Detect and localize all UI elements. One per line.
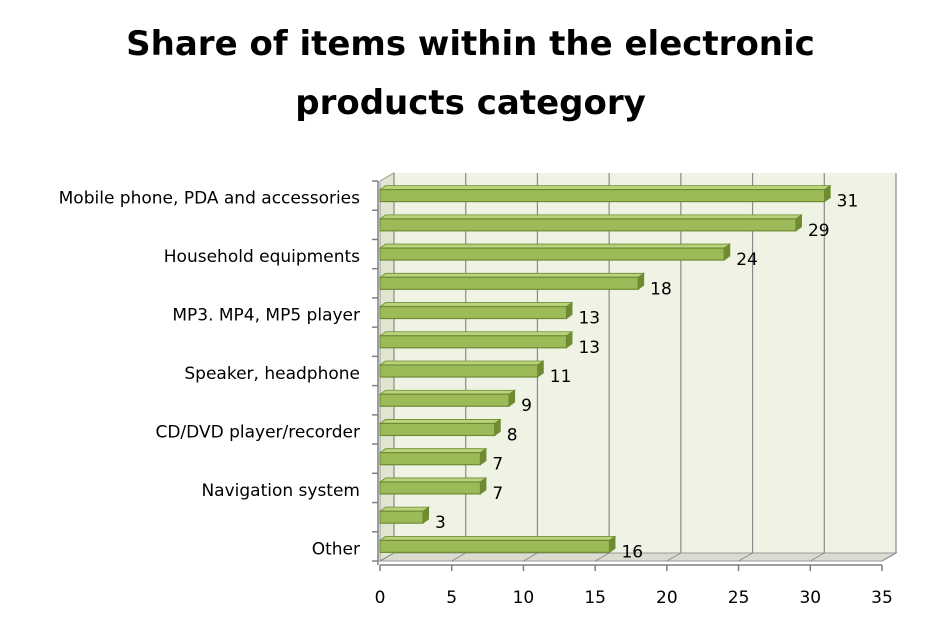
bar-front bbox=[379, 539, 611, 553]
category-label: Speaker, headphone bbox=[184, 364, 360, 384]
bar-end bbox=[609, 535, 616, 554]
data-label: 3 bbox=[435, 513, 446, 533]
bar-top bbox=[378, 331, 574, 337]
bar-front bbox=[379, 247, 725, 261]
bar-end bbox=[566, 330, 573, 349]
bar-front bbox=[379, 305, 568, 320]
gridline-floor bbox=[451, 552, 466, 562]
gridline-floor bbox=[666, 552, 682, 562]
category-label: Other bbox=[312, 539, 360, 559]
gridline-floor bbox=[810, 552, 825, 562]
data-label: 29 bbox=[808, 221, 830, 241]
category-label: Mobile phone, PDA and accessories bbox=[59, 189, 360, 209]
bar-end bbox=[795, 214, 802, 232]
bar bbox=[378, 447, 488, 466]
bar bbox=[378, 184, 832, 203]
bar-front bbox=[379, 364, 539, 378]
chart-title-line-2: products category bbox=[295, 83, 646, 123]
bar-end bbox=[566, 301, 573, 320]
data-label: 8 bbox=[507, 425, 518, 445]
bar-end bbox=[637, 272, 645, 291]
bar bbox=[378, 330, 574, 349]
x-tick-label: 0 bbox=[375, 588, 386, 608]
category-label: MP3. MP4, MP5 player bbox=[172, 306, 360, 326]
x-tick-label: 15 bbox=[584, 588, 606, 608]
bar bbox=[378, 389, 516, 408]
bar-front bbox=[379, 481, 482, 495]
bar-front bbox=[379, 189, 826, 203]
data-label: 13 bbox=[578, 309, 600, 329]
x-tick-label: 35 bbox=[871, 588, 893, 608]
x-tick-label: 25 bbox=[728, 588, 750, 608]
bar-top bbox=[378, 272, 646, 278]
x-tick-label: 30 bbox=[799, 588, 821, 608]
bar bbox=[378, 360, 545, 378]
bar bbox=[378, 301, 574, 320]
bar-top bbox=[378, 448, 488, 454]
bar bbox=[378, 272, 646, 291]
bar-top bbox=[378, 214, 803, 220]
bar-top bbox=[378, 477, 488, 483]
bar bbox=[378, 214, 803, 232]
bar-top bbox=[378, 389, 516, 395]
bar bbox=[378, 418, 502, 437]
chart-title-line-1: Share of items within the electronic bbox=[126, 24, 815, 64]
bar-front bbox=[379, 510, 424, 524]
gridline-floor bbox=[881, 552, 897, 562]
bar-top bbox=[378, 419, 502, 424]
bar-front bbox=[379, 422, 496, 437]
bar-end bbox=[479, 447, 487, 466]
category-label: Navigation system bbox=[201, 481, 360, 501]
bar-end bbox=[537, 360, 544, 378]
bar bbox=[378, 477, 488, 495]
bar-end bbox=[508, 389, 516, 408]
gridline-floor bbox=[738, 552, 753, 562]
data-label: 7 bbox=[492, 455, 503, 475]
bar-end bbox=[422, 506, 430, 524]
bar-front bbox=[379, 393, 510, 407]
x-tick-label: 20 bbox=[656, 588, 678, 608]
category-label: Household equipments bbox=[164, 247, 360, 267]
bar-top bbox=[378, 360, 545, 366]
bar-end bbox=[479, 477, 487, 495]
bar bbox=[378, 535, 617, 554]
bar-top bbox=[378, 302, 574, 307]
data-label: 9 bbox=[521, 396, 532, 416]
data-label: 7 bbox=[492, 484, 503, 504]
data-label: 31 bbox=[837, 192, 859, 212]
bar-front bbox=[379, 276, 639, 290]
bar-front bbox=[379, 452, 482, 466]
x-tick-label: 5 bbox=[446, 588, 457, 608]
data-label: 16 bbox=[621, 542, 643, 562]
data-label: 13 bbox=[578, 338, 600, 358]
plot-back-wall bbox=[394, 173, 896, 553]
gridline-floor bbox=[523, 552, 538, 562]
gridline-floor bbox=[379, 552, 395, 562]
gridline-floor bbox=[594, 552, 610, 562]
bar bbox=[378, 243, 732, 261]
bar bbox=[378, 506, 430, 524]
x-tick-label: 10 bbox=[513, 588, 535, 608]
bar-top bbox=[378, 185, 832, 191]
bar-top bbox=[378, 243, 732, 249]
bar-end bbox=[494, 418, 501, 437]
chart-title: Share of items within the electronic pro… bbox=[0, 22, 941, 125]
data-label: 18 bbox=[650, 279, 672, 299]
bar-end bbox=[723, 243, 731, 261]
category-label: CD/DVD player/recorder bbox=[155, 422, 360, 442]
data-label: 11 bbox=[550, 367, 572, 387]
bar-front bbox=[379, 218, 797, 232]
bar-front bbox=[379, 335, 568, 349]
data-label: 24 bbox=[736, 250, 758, 270]
bar-end bbox=[824, 184, 831, 203]
